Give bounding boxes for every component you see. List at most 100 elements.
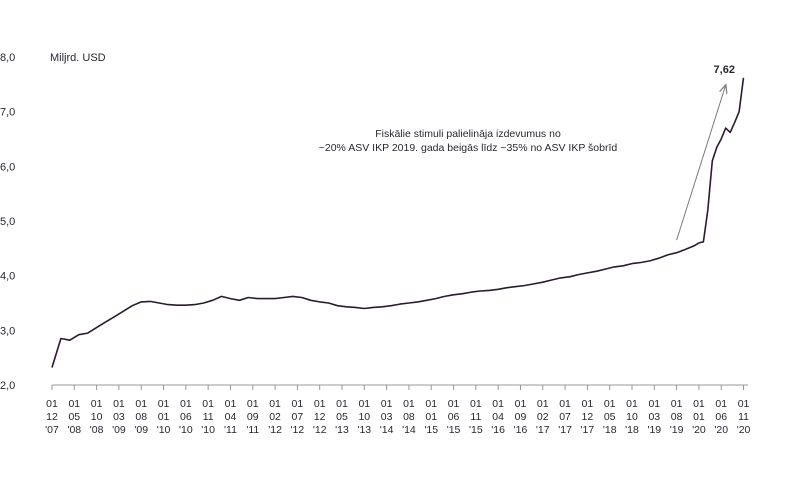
x-tick-label: 01 xyxy=(693,398,705,410)
x-tick-label: 09 xyxy=(247,411,259,423)
x-tick-label: '17 xyxy=(581,424,595,436)
x-tick-label: 01 xyxy=(582,398,594,410)
annotation-text: ~20% ASV IKP 2019. gada beigās līdz ~35%… xyxy=(319,142,618,154)
y-tick-label: 8,0 xyxy=(0,52,15,64)
x-tick-label: 05 xyxy=(68,411,80,423)
x-tick-label: 02 xyxy=(269,411,281,423)
x-tick-label: '17 xyxy=(558,424,572,436)
annotation-text: Fiskālie stimuli palielināja izdevumus n… xyxy=(375,128,561,140)
x-tick-label: '10 xyxy=(179,424,193,436)
x-tick-label: '10 xyxy=(157,424,171,436)
x-tick-label: 01 xyxy=(403,398,415,410)
x-tick-label: 01 xyxy=(358,398,370,410)
series-group xyxy=(51,77,745,368)
x-tick-label: '17 xyxy=(536,424,550,436)
x-tick-label: 10 xyxy=(91,411,103,423)
x-tick-label: '15 xyxy=(424,424,438,436)
x-tick-label: '20 xyxy=(692,424,706,436)
x-tick-label: '08 xyxy=(67,424,81,436)
x-tick-label: 06 xyxy=(448,411,460,423)
x-tick-label: 01 xyxy=(648,398,660,410)
x-tick-label: 08 xyxy=(135,411,147,423)
x-tick-label: 10 xyxy=(358,411,370,423)
x-tick-label: '12 xyxy=(291,424,305,436)
x-tick-label: 08 xyxy=(403,411,415,423)
x-tick-label: 05 xyxy=(336,411,348,423)
x-tick-label: 01 xyxy=(180,398,192,410)
x-tick-label: '11 xyxy=(246,424,259,436)
x-tick-label: '16 xyxy=(514,424,528,436)
x-tick-label: 03 xyxy=(381,411,393,423)
x-tick-label: 01 xyxy=(425,411,437,423)
x-tick-label: 12 xyxy=(314,411,326,423)
x-tick-label: 01 xyxy=(604,398,616,410)
x-tick-label: 12 xyxy=(582,411,594,423)
x-tick-label: 01 xyxy=(693,411,705,423)
x-tick-label: 06 xyxy=(715,411,727,423)
x-tick-label: '15 xyxy=(447,424,461,436)
x-tick-label: '12 xyxy=(268,424,282,436)
y-axis: 2,0 3,0 4,0 5,0 6,0 7,0 8,0 xyxy=(0,52,15,392)
x-tick-label: 05 xyxy=(604,411,616,423)
x-tick-label: 07 xyxy=(559,411,571,423)
y-tick-label: 4,0 xyxy=(0,271,15,283)
x-tick-label: '10 xyxy=(201,424,215,436)
x-tick-label: 01 xyxy=(448,398,460,410)
x-tick-label: 01 xyxy=(158,398,170,410)
x-tick-label: '14 xyxy=(402,424,416,436)
series-line xyxy=(51,77,745,368)
x-tick-label: 01 xyxy=(715,398,727,410)
x-tick-label: 01 xyxy=(470,398,482,410)
x-tick-label: 01 xyxy=(247,398,259,410)
x-tick-label: 02 xyxy=(537,411,549,423)
x-tick-label: 01 xyxy=(515,398,527,410)
x-tick-label: 01 xyxy=(113,398,125,410)
y-tick-label: 2,0 xyxy=(0,380,15,392)
x-tick-label: 01 xyxy=(425,398,437,410)
x-tick-label: 01 xyxy=(336,398,348,410)
x-tick-label: '08 xyxy=(90,424,104,436)
x-tick-label: 01 xyxy=(559,398,571,410)
x-tick-label: 08 xyxy=(671,411,683,423)
x-tick-label: '20 xyxy=(737,424,751,436)
x-tick-label: 01 xyxy=(292,398,304,410)
x-tick-label: 01 xyxy=(492,398,504,410)
y-tick-label: 5,0 xyxy=(0,216,15,228)
x-tick-label: 01 xyxy=(158,411,170,423)
x-tick-label: 01 xyxy=(225,398,237,410)
x-tick-label: '11 xyxy=(224,424,237,436)
annotation-arrow xyxy=(676,86,726,241)
x-tick-label: 10 xyxy=(626,411,638,423)
x-tick-label: 01 xyxy=(135,398,147,410)
x-tick-label: 06 xyxy=(180,411,192,423)
last-value-label: 7,62 xyxy=(714,64,735,76)
x-tick-label: 11 xyxy=(738,411,749,423)
y-unit-label: Miljrd. USD xyxy=(50,52,106,64)
x-tick-label: 07 xyxy=(292,411,304,423)
x-tick-label: 03 xyxy=(648,411,660,423)
x-tick-label: 04 xyxy=(225,411,237,423)
x-tick-label: '19 xyxy=(670,424,684,436)
x-tick-label: 01 xyxy=(537,398,549,410)
x-tick-label: 01 xyxy=(626,398,638,410)
x-tick-label: 04 xyxy=(492,411,504,423)
x-tick-label: '14 xyxy=(380,424,394,436)
x-tick-label: '18 xyxy=(625,424,639,436)
annotation: Fiskālie stimuli palielināja izdevumus n… xyxy=(319,86,726,241)
x-tick-label: 01 xyxy=(738,398,750,410)
x-tick-label: '09 xyxy=(134,424,148,436)
x-tick-label: '20 xyxy=(714,424,728,436)
x-axis: 0112'070105'080110'080103'090108'090101'… xyxy=(45,384,751,436)
x-tick-label: '15 xyxy=(469,424,483,436)
x-tick-label: 11 xyxy=(203,411,214,423)
x-tick-label: '13 xyxy=(357,424,371,436)
x-tick-label: 01 xyxy=(381,398,393,410)
y-tick-label: 6,0 xyxy=(0,161,15,173)
x-tick-label: 12 xyxy=(46,411,58,423)
x-tick-label: 01 xyxy=(671,398,683,410)
x-tick-label: '13 xyxy=(335,424,349,436)
x-tick-label: 01 xyxy=(314,398,326,410)
x-tick-label: '12 xyxy=(313,424,327,436)
x-tick-label: 01 xyxy=(269,398,281,410)
